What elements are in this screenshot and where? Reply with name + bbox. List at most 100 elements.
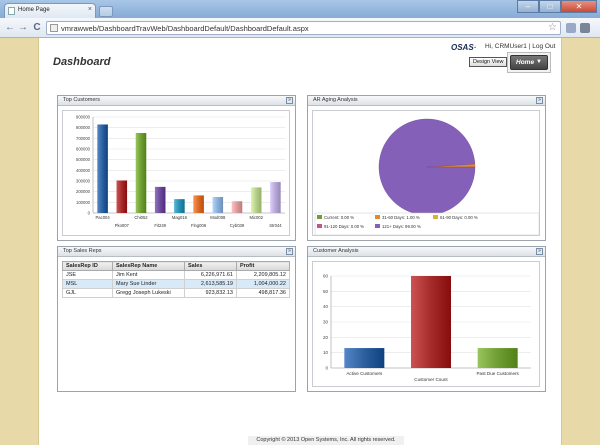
address-bar[interactable]: vmrawweb/DashboardTravWeb/DashboardDefau… [46, 21, 561, 35]
home-menu-button[interactable]: Home ▼ [510, 55, 548, 70]
y-tick-label: 60 [323, 274, 329, 279]
cell-salesrep-id: MSL [62, 279, 113, 289]
bar [193, 195, 204, 213]
y-tick-label: 500000 [76, 157, 91, 162]
x-tick-label: Cyb039 [230, 223, 245, 228]
pie-legend-box [314, 212, 540, 236]
wrench-menu-icon[interactable] [580, 23, 590, 33]
x-tick-label: Mod008 [210, 215, 226, 220]
cell-sales: 923,832.13 [184, 288, 237, 298]
legend-swatch [375, 215, 380, 219]
chevron-down-icon: ▼ [536, 59, 542, 65]
x-tick-label: Chi052 [134, 215, 148, 220]
ar-aging-chart: Current: 0.00 % 31-60 Days: 1.00 % 61-90 D… [314, 118, 540, 236]
bar [477, 348, 518, 368]
y-tick-label: 800000 [76, 125, 91, 130]
panel-collapse-icon[interactable]: » [536, 248, 543, 255]
osas-logo: OSAS· [451, 43, 476, 52]
reload-icon[interactable]: C [33, 22, 41, 33]
page-title: Dashboard [53, 56, 111, 68]
legend-swatch [317, 224, 322, 228]
maximize-button[interactable]: □ [539, 0, 561, 13]
customer-analysis-chart-frame: 0 10 20 30 40 50 60 Active Customers Customer Co… [312, 261, 540, 387]
y-tick-label: 30 [323, 320, 329, 325]
col-header-salesrep-id[interactable]: SalesRep ID [62, 261, 113, 271]
forward-arrow-icon[interactable]: → [18, 22, 28, 33]
page-favicon-icon [8, 7, 15, 15]
y-tick-label: 900000 [76, 115, 91, 120]
new-tab-button[interactable] [99, 6, 113, 17]
sales-reps-table: SalesRep ID SalesRep Name Sales Profit J… [62, 261, 290, 298]
x-tick-label: Customer Count [414, 377, 448, 382]
bar [344, 348, 385, 368]
panel-collapse-icon[interactable]: » [286, 97, 293, 104]
bar [174, 199, 185, 213]
panel-collapse-icon[interactable]: » [536, 97, 543, 104]
bar [270, 182, 281, 213]
table-row[interactable]: GJL Gregg Joseph Lukeski 923,832.13 498,… [62, 288, 290, 298]
y-tick-label: 100000 [76, 200, 91, 205]
x-tick-label: Flng006 [191, 223, 207, 228]
bar [116, 180, 128, 213]
cell-salesrep-name: Jim Kent [112, 270, 185, 280]
ar-aging-chart-frame: Current: 0.00 % 31-60 Days: 1.00 % 61-90 D… [312, 110, 540, 236]
panel-title: Customer Analysis [313, 248, 359, 254]
panel-header: AR Aging Analysis » [308, 96, 545, 106]
panel-collapse-icon[interactable]: » [286, 248, 293, 255]
legend-label: Current: 0.00 % [324, 215, 354, 220]
y-tick-label: 10 [323, 350, 329, 355]
bar [212, 197, 224, 213]
customer-analysis-panel: Customer Analysis » 0 10 20 30 40 50 60 Active … [307, 246, 546, 392]
cell-sales: 2,613,585.19 [184, 279, 237, 289]
bookmark-star-icon[interactable]: ☆ [548, 22, 557, 33]
back-arrow-icon[interactable]: ← [5, 22, 15, 33]
browser-navbar: ← → C vmrawweb/DashboardTravWeb/Dashboar… [0, 18, 600, 38]
legend-swatch [375, 224, 380, 228]
panel-header: Top Customers » [58, 96, 295, 106]
url-text: vmrawweb/DashboardTravWeb/DashboardDefau… [61, 24, 309, 33]
ar-aging-panel: AR Aging Analysis » Current: 0.00 % 31-60… [307, 95, 546, 241]
col-header-profit[interactable]: Profit [236, 261, 290, 271]
bar [250, 187, 262, 213]
top-customers-chart-frame: 0 100000 200000 300000 400000 500000 600000 700… [62, 110, 290, 236]
panel-title: AR Aging Analysis [313, 97, 358, 103]
x-tick-label: Str044 [269, 223, 282, 228]
y-tick-label: 0 [325, 366, 328, 371]
user-greeting: Hi, CRMUser1 [485, 43, 527, 50]
cell-salesrep-id: GJL [62, 288, 113, 298]
window-controls: – □ ✕ [517, 0, 597, 13]
top-customers-panel: Top Customers » 0 100000 200000 300000 40000… [57, 95, 296, 241]
close-window-button[interactable]: ✕ [561, 0, 597, 13]
table-row[interactable]: MSL Mary Sue Linder 2,613,585.19 1,004,0… [62, 279, 290, 289]
x-tick-label: Mag016 [172, 215, 188, 220]
user-separator: | [528, 43, 531, 50]
legend-swatch [317, 215, 322, 219]
logo-mark: · [473, 43, 477, 52]
design-view-button[interactable]: Design View [469, 57, 508, 67]
extension-icon[interactable] [566, 23, 576, 33]
table-row[interactable]: JSE Jim Kent 6,226,971.61 2,209,805.12 [62, 270, 290, 280]
top-sales-reps-panel: Top Sales Reps » SalesRep ID SalesRep Na… [57, 246, 296, 392]
browser-tab[interactable]: Home Page × [4, 3, 96, 18]
cell-profit: 498,817.36 [236, 288, 290, 298]
sales-table-wrap: SalesRep ID SalesRep Name Sales Profit J… [62, 261, 290, 298]
user-bar: Hi, CRMUser1 | Log Out [485, 43, 555, 50]
panel-header: Customer Analysis » [308, 247, 545, 257]
col-header-salesrep-name[interactable]: SalesRep Name [112, 261, 185, 271]
pie-slice [378, 118, 476, 216]
tab-close-icon[interactable]: × [87, 6, 92, 13]
col-header-sales[interactable]: Sales [184, 261, 237, 271]
logout-link[interactable]: Log Out [532, 43, 556, 50]
legend-label: 31-60 Days: 1.00 % [382, 215, 420, 220]
x-tick-label: Fit249 [154, 223, 166, 228]
y-tick-label: 300000 [76, 179, 91, 184]
x-tick-label: Active Customers [346, 371, 383, 376]
panel-title: Top Sales Reps [63, 248, 102, 254]
cell-salesrep-name: Mary Sue Linder [112, 279, 185, 289]
tab-title: Home Page [18, 7, 50, 13]
y-tick-label: 0 [88, 211, 91, 216]
minimize-button[interactable]: – [517, 0, 539, 13]
bar [231, 201, 243, 213]
panel-header: Top Sales Reps » [58, 247, 295, 257]
top-customers-chart: 0 100000 200000 300000 400000 500000 600000 700… [76, 115, 285, 228]
